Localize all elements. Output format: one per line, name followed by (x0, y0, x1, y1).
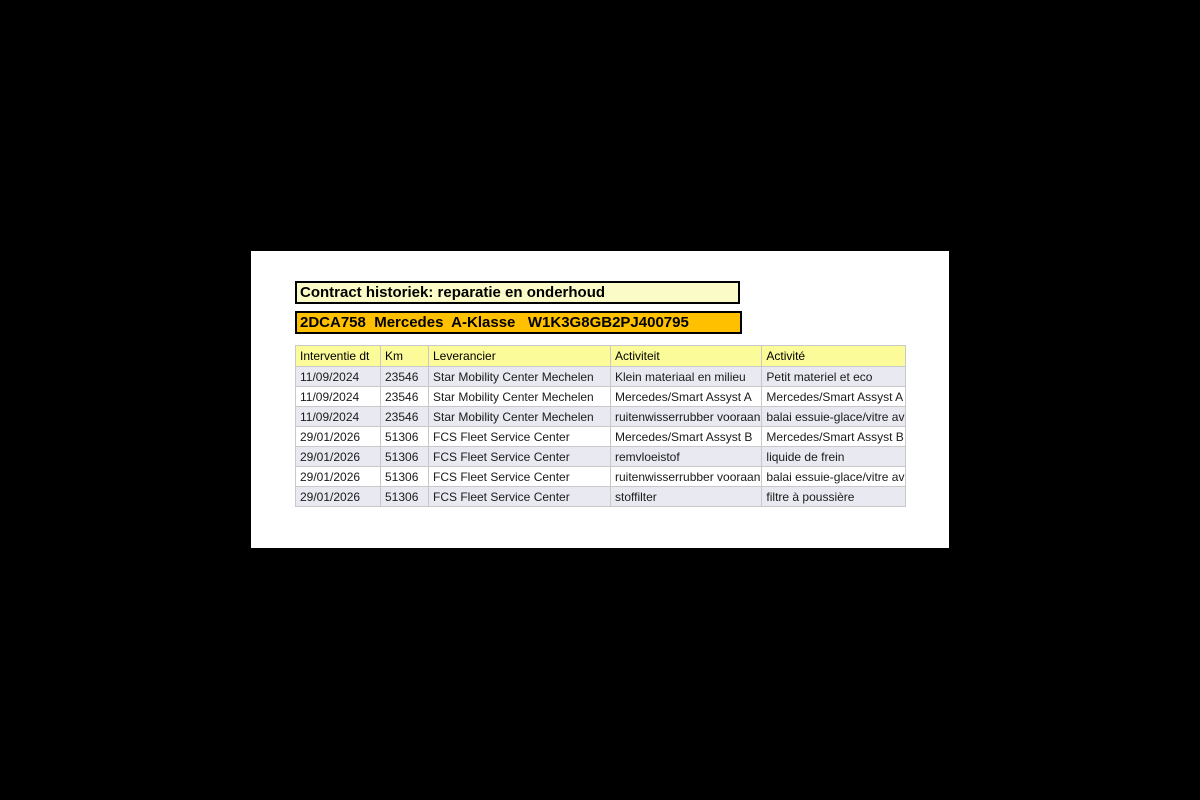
cell-leverancier: Star Mobility Center Mechelen (428, 386, 611, 407)
cell-interventie-dt: 29/01/2026 (295, 446, 381, 467)
cell-activite: Mercedes/Smart Assyst A (761, 386, 907, 407)
cell-leverancier: Star Mobility Center Mechelen (428, 366, 611, 387)
cell-km: 51306 (380, 466, 429, 487)
document-sheet: Contract historiek: reparatie en onderho… (251, 251, 949, 548)
table-row: 29/01/2026 51306 FCS Fleet Service Center r… (295, 466, 907, 487)
cell-leverancier: FCS Fleet Service Center (428, 426, 611, 447)
cell-leverancier: FCS Fleet Service Center (428, 486, 611, 507)
table-row: 11/09/2024 23546 Star Mobility Center Mech… (295, 366, 907, 387)
cell-km: 51306 (380, 446, 429, 467)
cell-km: 23546 (380, 366, 429, 387)
cell-km: 23546 (380, 386, 429, 407)
cell-activite: liquide de frein (761, 446, 907, 467)
cell-km: 23546 (380, 406, 429, 427)
cell-activiteit: ruitenwisserrubber vooraan (609, 406, 763, 427)
cell-interventie-dt: 29/01/2026 (295, 466, 381, 487)
column-header-activiteit: Activiteit (609, 345, 763, 367)
history-table: Interventie dt Km Leverancier Activiteit… (295, 345, 907, 507)
cell-interventie-dt: 11/09/2024 (295, 406, 381, 427)
column-header-activite: Activité (761, 345, 907, 367)
cell-interventie-dt: 29/01/2026 (295, 486, 381, 507)
table-row: 29/01/2026 51306 FCS Fleet Service Center M… (295, 426, 907, 447)
column-header-interventie-dt: Interventie dt (295, 345, 381, 367)
table-row: 29/01/2026 51306 FCS Fleet Service Center s… (295, 486, 907, 507)
vehicle-banner: 2DCA758 Mercedes A-Klasse W1K3G8GB2PJ400… (295, 311, 742, 334)
cell-activiteit: Mercedes/Smart Assyst A (609, 386, 763, 407)
cell-activite: filtre à poussière (761, 486, 907, 507)
cell-km: 51306 (380, 426, 429, 447)
cell-activiteit: remvloeistof (609, 446, 763, 467)
table-header-row: Interventie dt Km Leverancier Activiteit… (295, 345, 907, 367)
cell-activite: Mercedes/Smart Assyst B (761, 426, 907, 447)
cell-activiteit: stoffilter (609, 486, 763, 507)
report-title-banner: Contract historiek: reparatie en onderho… (295, 281, 740, 304)
history-table-body: 11/09/2024 23546 Star Mobility Center Mech… (295, 366, 907, 507)
cell-interventie-dt: 11/09/2024 (295, 366, 381, 387)
cell-km: 51306 (380, 486, 429, 507)
cell-interventie-dt: 29/01/2026 (295, 426, 381, 447)
cell-activite: balai essuie-glace/vitre av (761, 466, 907, 487)
cell-leverancier: Star Mobility Center Mechelen (428, 406, 611, 427)
cell-leverancier: FCS Fleet Service Center (428, 446, 611, 467)
cell-interventie-dt: 11/09/2024 (295, 386, 381, 407)
cell-activite: Petit materiel et eco (761, 366, 907, 387)
cell-activiteit: Mercedes/Smart Assyst B (609, 426, 763, 447)
column-header-leverancier: Leverancier (428, 345, 611, 367)
cell-activiteit: ruitenwisserrubber vooraan (609, 466, 763, 487)
table-row: 11/09/2024 23546 Star Mobility Center Mech… (295, 406, 907, 427)
cell-activite: balai essuie-glace/vitre av (761, 406, 907, 427)
cell-activiteit: Klein materiaal en milieu (609, 366, 763, 387)
table-row: 29/01/2026 51306 FCS Fleet Service Center r… (295, 446, 907, 467)
cell-leverancier: FCS Fleet Service Center (428, 466, 611, 487)
table-row: 11/09/2024 23546 Star Mobility Center Mech… (295, 386, 907, 407)
column-header-km: Km (380, 345, 429, 367)
